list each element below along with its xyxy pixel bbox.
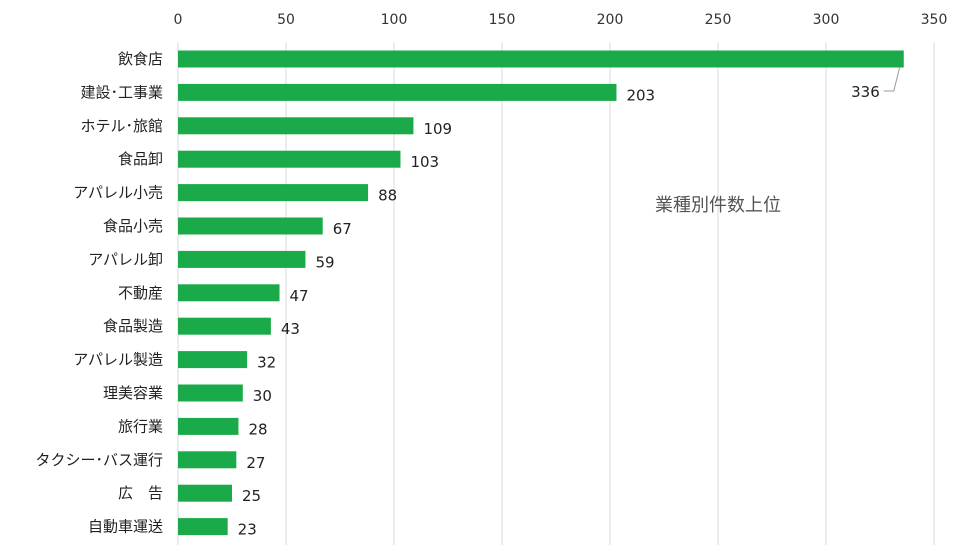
data-label-14: 23 <box>238 521 257 539</box>
bar-8 <box>178 317 271 335</box>
bar-12 <box>178 451 237 469</box>
category-label-4: アパレル小売 <box>73 184 163 202</box>
category-label-11: 旅行業 <box>118 417 163 435</box>
bar-2 <box>178 117 414 135</box>
bar-7 <box>178 284 280 302</box>
category-label-6: アパレル卸 <box>88 250 163 268</box>
data-label-10: 30 <box>253 387 272 405</box>
category-label-9: アパレル製造 <box>73 351 163 369</box>
category-label-8: 食品製造 <box>103 317 163 335</box>
data-label-9: 32 <box>257 354 276 372</box>
data-label-13: 25 <box>242 487 261 505</box>
data-label-11: 28 <box>248 420 267 438</box>
x-tick-label-150: 150 <box>489 12 516 28</box>
data-label-8: 43 <box>281 320 300 338</box>
category-label-10: 理美容業 <box>103 384 163 402</box>
category-label-14: 自動車運送 <box>88 518 163 536</box>
category-label-0: 飲食店 <box>118 50 163 68</box>
bar-6 <box>178 250 306 268</box>
bar-3 <box>178 150 401 168</box>
bar-1 <box>178 83 617 101</box>
category-label-12: タクシー･バス運行 <box>35 451 163 469</box>
category-label-5: 食品小売 <box>103 217 163 235</box>
data-label-0: 336 <box>851 83 880 101</box>
bar-13 <box>178 484 232 502</box>
bars: 飲食店 336 建設･工事業 203 ホテル･旅館 109 食品卸 103 アパレル小売 88 食品… <box>35 50 904 539</box>
bar-4 <box>178 184 369 202</box>
x-tick-label-300: 300 <box>813 12 840 28</box>
x-tick-label-350: 350 <box>921 12 948 28</box>
x-axis-ticks: 0 50 100 150 200 250 300 350 <box>174 12 948 28</box>
data-label-1: 203 <box>626 86 655 104</box>
category-label-1: 建設･工事業 <box>80 83 163 101</box>
bar-0 <box>178 50 904 68</box>
chart-annotation: 業種別件数上位 <box>655 195 781 216</box>
leader-line-0 <box>883 66 901 92</box>
x-tick-label-100: 100 <box>381 12 408 28</box>
data-label-6: 59 <box>315 253 334 271</box>
bar-11 <box>178 417 239 435</box>
x-tick-label-250: 250 <box>705 12 732 28</box>
data-label-3: 103 <box>410 153 439 171</box>
category-label-2: ホテル･旅館 <box>80 117 163 135</box>
x-tick-label-0: 0 <box>174 12 183 28</box>
category-label-7: 不動産 <box>118 284 163 302</box>
data-label-4: 88 <box>378 187 397 205</box>
bar-10 <box>178 384 243 402</box>
category-label-3: 食品卸 <box>118 150 163 168</box>
x-tick-label-200: 200 <box>597 12 624 28</box>
bar-14 <box>178 518 228 536</box>
bar-5 <box>178 217 323 235</box>
x-tick-label-50: 50 <box>277 12 295 28</box>
bar-9 <box>178 351 248 369</box>
data-label-12: 27 <box>246 454 265 472</box>
data-label-2: 109 <box>423 120 452 138</box>
category-label-13: 広 告 <box>118 484 163 502</box>
data-label-7: 47 <box>290 287 309 305</box>
data-label-5: 67 <box>333 220 352 238</box>
